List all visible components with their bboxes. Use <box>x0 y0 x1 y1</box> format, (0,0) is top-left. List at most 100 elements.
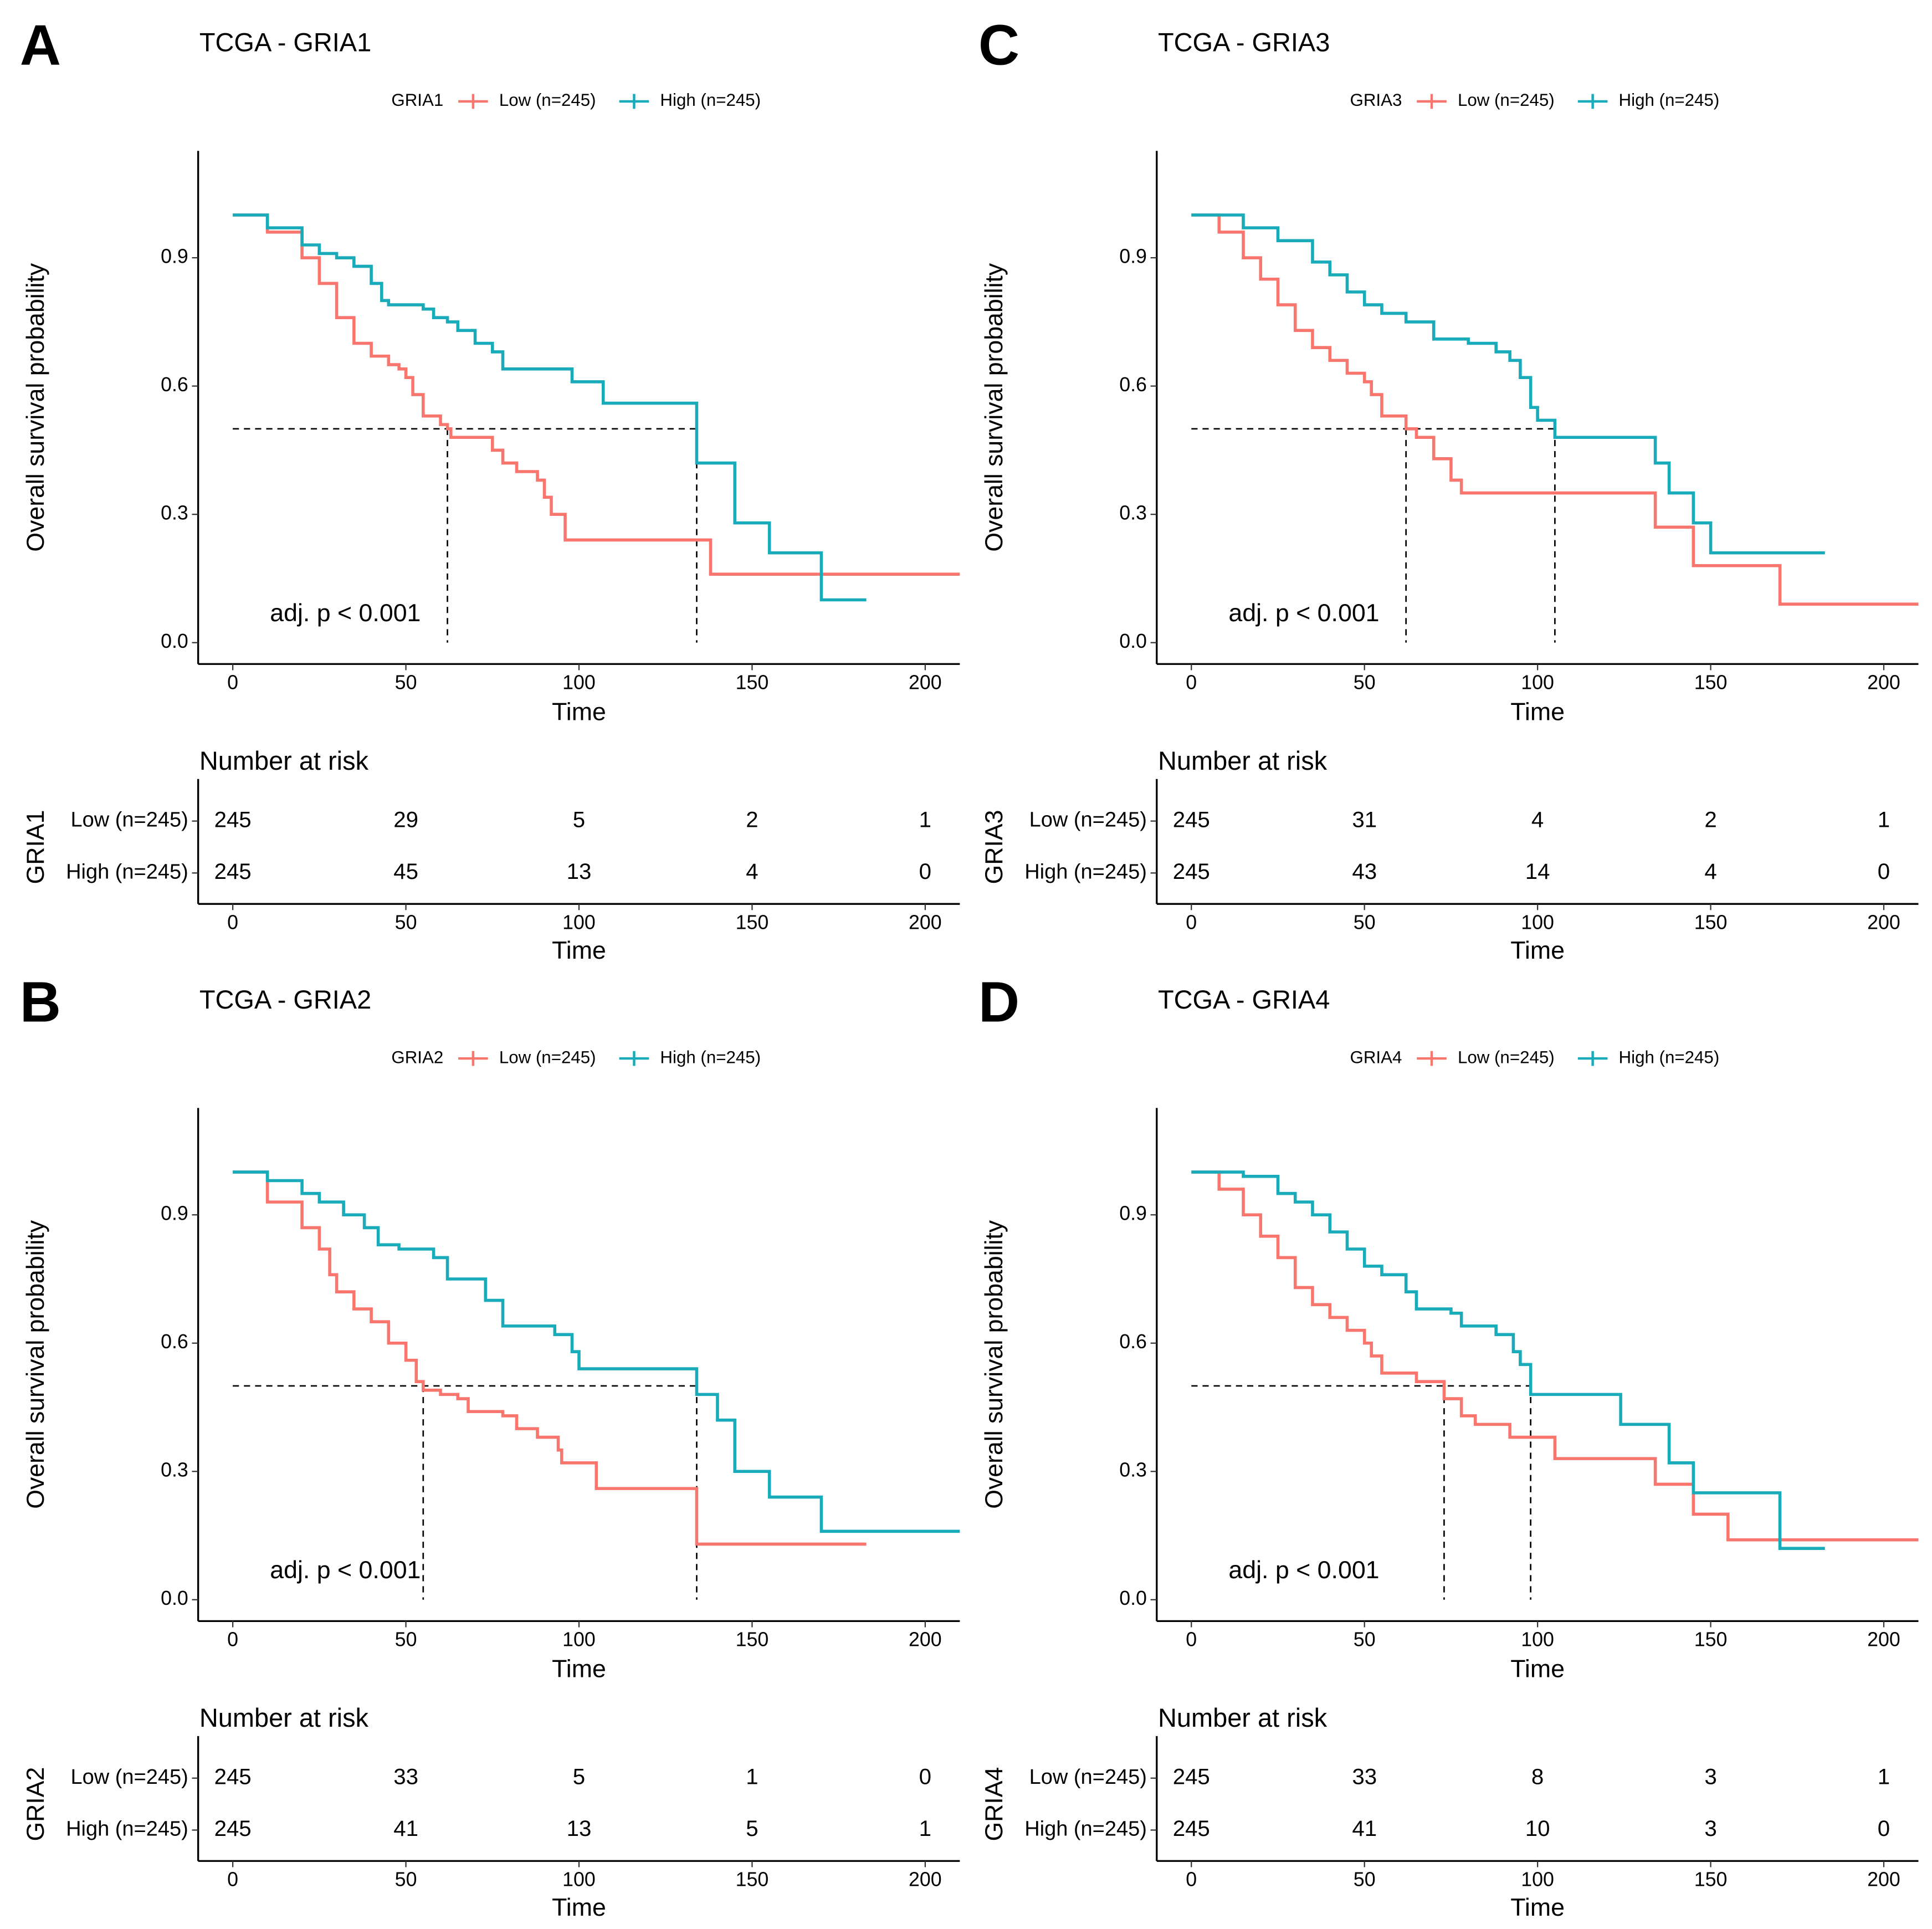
risk-count: 0 <box>919 859 931 884</box>
y-tick-label: 0.6 <box>1119 373 1147 396</box>
panel-label: C <box>978 13 1019 76</box>
panel: A TCGA - GRIA1 GRIA1 Low (n=245) High (n=245… <box>20 13 960 964</box>
survival-curve <box>1191 213 1825 555</box>
legend-label: High (n=245) <box>1619 90 1720 110</box>
y-tick-label: 0.9 <box>161 245 188 268</box>
x-tick-label: 0 <box>227 1868 238 1890</box>
x-tick-label: 50 <box>395 1868 417 1890</box>
annotation: adj. p < 0.001 <box>1228 1557 1379 1584</box>
panel-label: B <box>20 970 61 1034</box>
risk-count: 31 <box>1352 807 1377 832</box>
x-tick-label: 150 <box>1694 911 1728 933</box>
risk-count: 3 <box>1704 1816 1716 1841</box>
legend-label: Low (n=245) <box>1458 1047 1555 1067</box>
x-tick-label: 200 <box>1867 671 1900 693</box>
risk-count: 4 <box>1531 807 1544 832</box>
chart-title: TCGA - GRIA4 <box>1158 985 1330 1014</box>
risk-count: 43 <box>1352 859 1377 884</box>
x-axis-title: Time <box>1510 937 1565 964</box>
x-tick-label: 150 <box>736 911 769 933</box>
x-tick-label: 150 <box>736 1868 769 1890</box>
risk-row-label: Low (n=245) <box>1029 809 1147 832</box>
x-axis-title: Time <box>552 698 606 725</box>
survival-curve <box>1191 1170 1919 1542</box>
legend-title: GRIA1 <box>391 90 443 110</box>
survival-curve <box>1191 213 1919 606</box>
panel: B TCGA - GRIA2 GRIA2 Low (n=245) High (n=245… <box>20 970 960 1921</box>
y-tick-label: 0.6 <box>161 373 188 396</box>
x-axis-title: Time <box>552 937 606 964</box>
risk-count: 45 <box>393 859 418 884</box>
risk-count: 1 <box>746 1764 758 1789</box>
risk-count: 245 <box>214 1764 252 1789</box>
y-tick-label: 0.0 <box>161 1587 188 1609</box>
legend-label: Low (n=245) <box>499 1047 596 1067</box>
legend-label: Low (n=245) <box>1458 90 1555 110</box>
y-axis-title: Overall survival probability <box>22 263 49 551</box>
risk-count: 4 <box>746 859 758 884</box>
risk-count: 2 <box>746 807 758 832</box>
x-axis-title: Time <box>552 1894 606 1921</box>
panel: C TCGA - GRIA3 GRIA3 Low (n=245) High (n=245… <box>978 13 1919 964</box>
x-tick-label: 200 <box>1867 1629 1900 1651</box>
x-tick-label: 100 <box>562 671 596 693</box>
x-axis-title: Time <box>1510 1894 1565 1921</box>
chart-title: TCGA - GRIA2 <box>199 985 371 1014</box>
survival-curve <box>233 1170 867 1546</box>
risk-row-label: High (n=245) <box>66 860 188 883</box>
y-tick-label: 0.6 <box>1119 1331 1147 1353</box>
legend-title: GRIA4 <box>1350 1047 1402 1067</box>
x-tick-label: 0 <box>227 671 238 693</box>
panel-label: A <box>20 13 61 76</box>
annotation: adj. p < 0.001 <box>1228 600 1379 627</box>
risk-count: 245 <box>1173 1764 1210 1789</box>
risk-count: 8 <box>1531 1764 1544 1789</box>
risk-count: 5 <box>573 1764 585 1789</box>
x-tick-label: 200 <box>909 671 942 693</box>
figure-body: A TCGA - GRIA1 GRIA1 Low (n=245) High (n=245… <box>20 13 1919 1921</box>
x-tick-label: 200 <box>909 1868 942 1890</box>
risk-count: 5 <box>746 1816 758 1841</box>
y-tick-label: 0.0 <box>161 630 188 652</box>
risk-table-y-title: GRIA4 <box>981 1767 1008 1841</box>
x-tick-label: 100 <box>1521 671 1554 693</box>
risk-count: 1 <box>1878 807 1890 832</box>
risk-count: 5 <box>573 807 585 832</box>
risk-count: 2 <box>1704 807 1716 832</box>
y-axis-title: Overall survival probability <box>981 263 1008 551</box>
risk-count: 41 <box>1352 1816 1377 1841</box>
y-tick-label: 0.0 <box>1119 630 1147 652</box>
y-tick-label: 0.3 <box>1119 502 1147 524</box>
x-tick-label: 200 <box>1867 911 1900 933</box>
x-tick-label: 150 <box>736 671 769 693</box>
x-tick-label: 50 <box>395 671 417 693</box>
risk-count: 33 <box>393 1764 418 1789</box>
x-axis-title: Time <box>552 1655 606 1682</box>
risk-table-title: Number at risk <box>1158 746 1328 775</box>
x-tick-label: 200 <box>909 911 942 933</box>
y-tick-label: 0.6 <box>161 1331 188 1353</box>
legend-label: Low (n=245) <box>499 90 596 110</box>
risk-table-title: Number at risk <box>199 1703 369 1732</box>
x-tick-label: 100 <box>1521 911 1554 933</box>
risk-count: 1 <box>919 1816 931 1841</box>
x-tick-label: 100 <box>562 1868 596 1890</box>
risk-count: 0 <box>919 1764 931 1789</box>
x-tick-label: 200 <box>909 1629 942 1651</box>
risk-count: 10 <box>1525 1816 1550 1841</box>
x-tick-label: 150 <box>736 1629 769 1651</box>
y-axis-title: Overall survival probability <box>22 1220 49 1508</box>
risk-count: 4 <box>1704 859 1716 884</box>
y-tick-label: 0.3 <box>161 502 188 524</box>
x-axis-title: Time <box>1510 1655 1565 1682</box>
legend-label: High (n=245) <box>660 1047 761 1067</box>
survival-curve <box>233 1170 960 1533</box>
x-tick-label: 50 <box>395 1629 417 1651</box>
survival-curve <box>233 213 960 576</box>
annotation: adj. p < 0.001 <box>270 1557 421 1584</box>
risk-row-label: High (n=245) <box>1024 1818 1147 1841</box>
risk-count: 33 <box>1352 1764 1377 1789</box>
annotation: adj. p < 0.001 <box>270 600 421 627</box>
x-axis-title: Time <box>1510 698 1565 725</box>
